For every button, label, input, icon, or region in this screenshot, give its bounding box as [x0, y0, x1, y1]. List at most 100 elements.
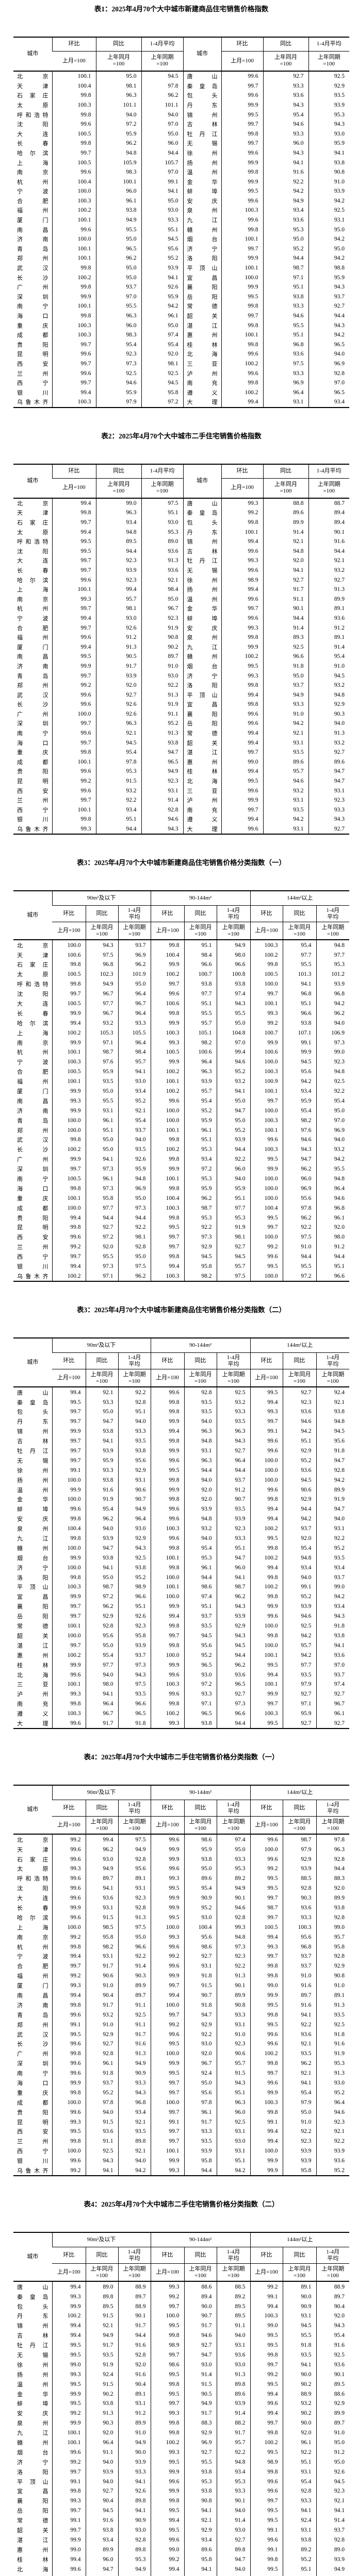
value-cell: 99.4 — [250, 2574, 283, 2576]
column-header-mom: 环比 — [52, 1352, 86, 1370]
city-cell: 成都 — [17, 759, 48, 766]
value-cell: 93.7 — [118, 1125, 151, 1135]
value-cell: 100.0 — [250, 2146, 283, 2156]
value-cell: 95.0 — [282, 2107, 317, 2117]
value-cell: 93.6 — [85, 2127, 118, 2137]
value-cell: 93.6 — [216, 1670, 251, 1680]
value-cell: 95.1 — [141, 508, 183, 518]
value-cell: 96.1 — [316, 1213, 350, 1223]
value-cell: 89.6 — [263, 508, 308, 518]
value-cell: 93.9 — [316, 2146, 350, 2156]
value-cell: 94.9 — [85, 2330, 118, 2341]
value-cell: 91.7 — [85, 1961, 118, 1971]
table-row: 扬州 100.0 93.8 93.1 99.8 94.0 93.7 100.0 94.5 94.2 — [13, 1475, 350, 1485]
value-cell: 89.9 — [216, 1990, 251, 2001]
value-cell: 97.2 — [184, 1164, 217, 1174]
value-cell: 93.0 — [308, 129, 349, 139]
value-cell: 99.4 — [150, 1611, 184, 1621]
value-cell: 100.0 — [250, 1106, 283, 1116]
column-subheader-mom-base: 上月=100 — [52, 51, 96, 72]
value-cell: 95.8 — [85, 1193, 118, 1204]
value-cell: 93.6 — [184, 2574, 217, 2576]
city-cell: 南充 — [183, 805, 221, 815]
column-header-yoy: 同比 — [95, 37, 141, 52]
value-cell: 99.6 — [52, 2156, 86, 2166]
value-cell: 96.4 — [118, 1008, 151, 1019]
table-row: 郑州 99.1 91.0 91.1 99.2 92.9 93.1 99.5 92.2 92.5 — [13, 2020, 350, 2030]
column-header-size-group: 144m²以上 — [250, 891, 350, 906]
value-cell: 93.8 — [85, 1426, 118, 1436]
value-cell: 91.6 — [118, 2039, 151, 2049]
value-cell: 94.7 — [316, 1455, 350, 1466]
value-cell: 90.8 — [141, 632, 183, 642]
value-cell: 93.1 — [308, 215, 349, 225]
city-cell: 南昌 — [17, 227, 48, 233]
value-cell: 99.3 — [52, 1980, 86, 1991]
table-row: 洛阳 99.7 93.9 93.3 99.9 93.8 93.4 99.8 93.1 92.6 — [13, 2467, 350, 2477]
value-cell: 99.7 — [150, 1631, 184, 1641]
value-cell: 93.0 — [184, 1670, 217, 1680]
value-cell: 95.4 — [95, 747, 141, 757]
value-cell: 93.6 — [316, 2156, 350, 2166]
value-cell: 94.0 — [308, 719, 349, 728]
value-cell: 93.4 — [316, 1563, 350, 1573]
value-cell: 99.9 — [250, 1689, 283, 1699]
value-cell: 99.8 — [52, 2048, 86, 2059]
city-cell: 哈尔滨 — [17, 1914, 48, 1921]
value-cell: 94.0 — [216, 2564, 251, 2574]
value-cell: 96.7 — [118, 998, 151, 1009]
city-cell: 厦门 — [17, 1983, 48, 1990]
value-cell: 94.4 — [95, 824, 141, 835]
value-cell: 96.4 — [118, 1514, 151, 1524]
value-cell: 100.0 — [250, 1640, 283, 1651]
value-cell: 99.7 — [52, 671, 96, 681]
city-cell: 桂林 — [183, 340, 221, 350]
value-cell: 100.2 — [52, 206, 96, 215]
value-cell: 98.9 — [150, 2340, 184, 2350]
value-cell: 95.1 — [216, 2088, 251, 2098]
value-cell: 91.3 — [316, 2000, 350, 2010]
value-cell: 91.6 — [316, 2039, 350, 2049]
value-cell: 93.8 — [282, 2535, 317, 2545]
value-cell: 95.7 — [118, 1057, 151, 1067]
value-cell: 92.9 — [216, 1621, 251, 1631]
city-cell: 海口 — [17, 313, 48, 320]
value-cell: 93.9 — [282, 1601, 317, 1612]
value-cell: 95.0 — [118, 979, 151, 989]
value-cell: 92.1 — [85, 1387, 118, 1398]
value-cell: 96.2 — [95, 139, 141, 148]
value-cell: 96.2 — [282, 1164, 317, 1174]
value-cell: 96.8 — [282, 1942, 317, 1952]
city-cell: 呼和浩特 — [17, 539, 48, 546]
table-row: 岳阳 99.7 94.5 94.1 99.5 94.1 94.0 99.5 94.1 94.1 — [13, 2505, 350, 2516]
table-row: 石家庄 99.8 96.8 96.2 99.9 96.6 96.6 99.8 95.5 95.3 — [13, 959, 350, 970]
value-cell: 93.3 — [282, 1912, 317, 1923]
value-cell: 92.3 — [95, 575, 141, 585]
value-cell: 92.0 — [316, 1883, 350, 1893]
table-row: 贵阳 99.6 94.0 93.4 99.7 96.1 96.0 99.8 95.0 94.6 — [13, 2107, 350, 2117]
value-cell: 94.8 — [282, 1553, 317, 1563]
value-cell: 100.0 — [150, 1922, 184, 1933]
city-cell: 哈尔滨 — [17, 150, 48, 157]
value-cell: 96.3 — [95, 508, 141, 518]
value-cell: 95.4 — [95, 340, 141, 350]
value-cell: 99.8 — [52, 508, 96, 518]
value-cell: 99.5 — [52, 546, 96, 556]
value-cell: 94.4 — [216, 1718, 251, 1729]
value-cell: 100.0 — [52, 1631, 86, 1641]
value-cell: 99.8 — [150, 1154, 184, 1164]
value-cell: 96.1 — [316, 1708, 350, 1719]
value-cell: 99.6 — [150, 2029, 184, 2039]
value-cell: 99.8 — [52, 1223, 86, 1232]
value-cell: 99.6 — [250, 2399, 283, 2409]
city-cell: 武汉 — [17, 265, 48, 272]
table-row: 哈尔滨 99.6 92.3 92.1 徐州 98.9 92.7 92.7 — [13, 575, 349, 585]
value-cell: 94.7 — [308, 767, 349, 776]
table-row: 唐山 99.4 89.0 88.9 99.3 88.6 88.5 99.2 89.1 88.9 — [13, 2281, 350, 2292]
value-cell: 99.4 — [52, 642, 96, 652]
value-cell: 93.4 — [184, 1154, 217, 1164]
city-cell: 蚌埠 — [183, 613, 221, 623]
value-cell: 89.2 — [282, 2545, 317, 2555]
value-cell: 99.7 — [250, 1912, 283, 1923]
value-cell: 99.6 — [221, 368, 263, 378]
